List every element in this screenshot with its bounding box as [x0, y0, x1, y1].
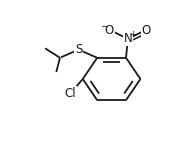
Text: O: O: [142, 24, 151, 37]
Text: S: S: [75, 43, 82, 56]
Text: Cl: Cl: [65, 87, 76, 100]
Text: O: O: [105, 24, 114, 37]
Text: N: N: [124, 32, 132, 45]
Text: +: +: [129, 30, 137, 39]
Text: −: −: [101, 21, 109, 30]
